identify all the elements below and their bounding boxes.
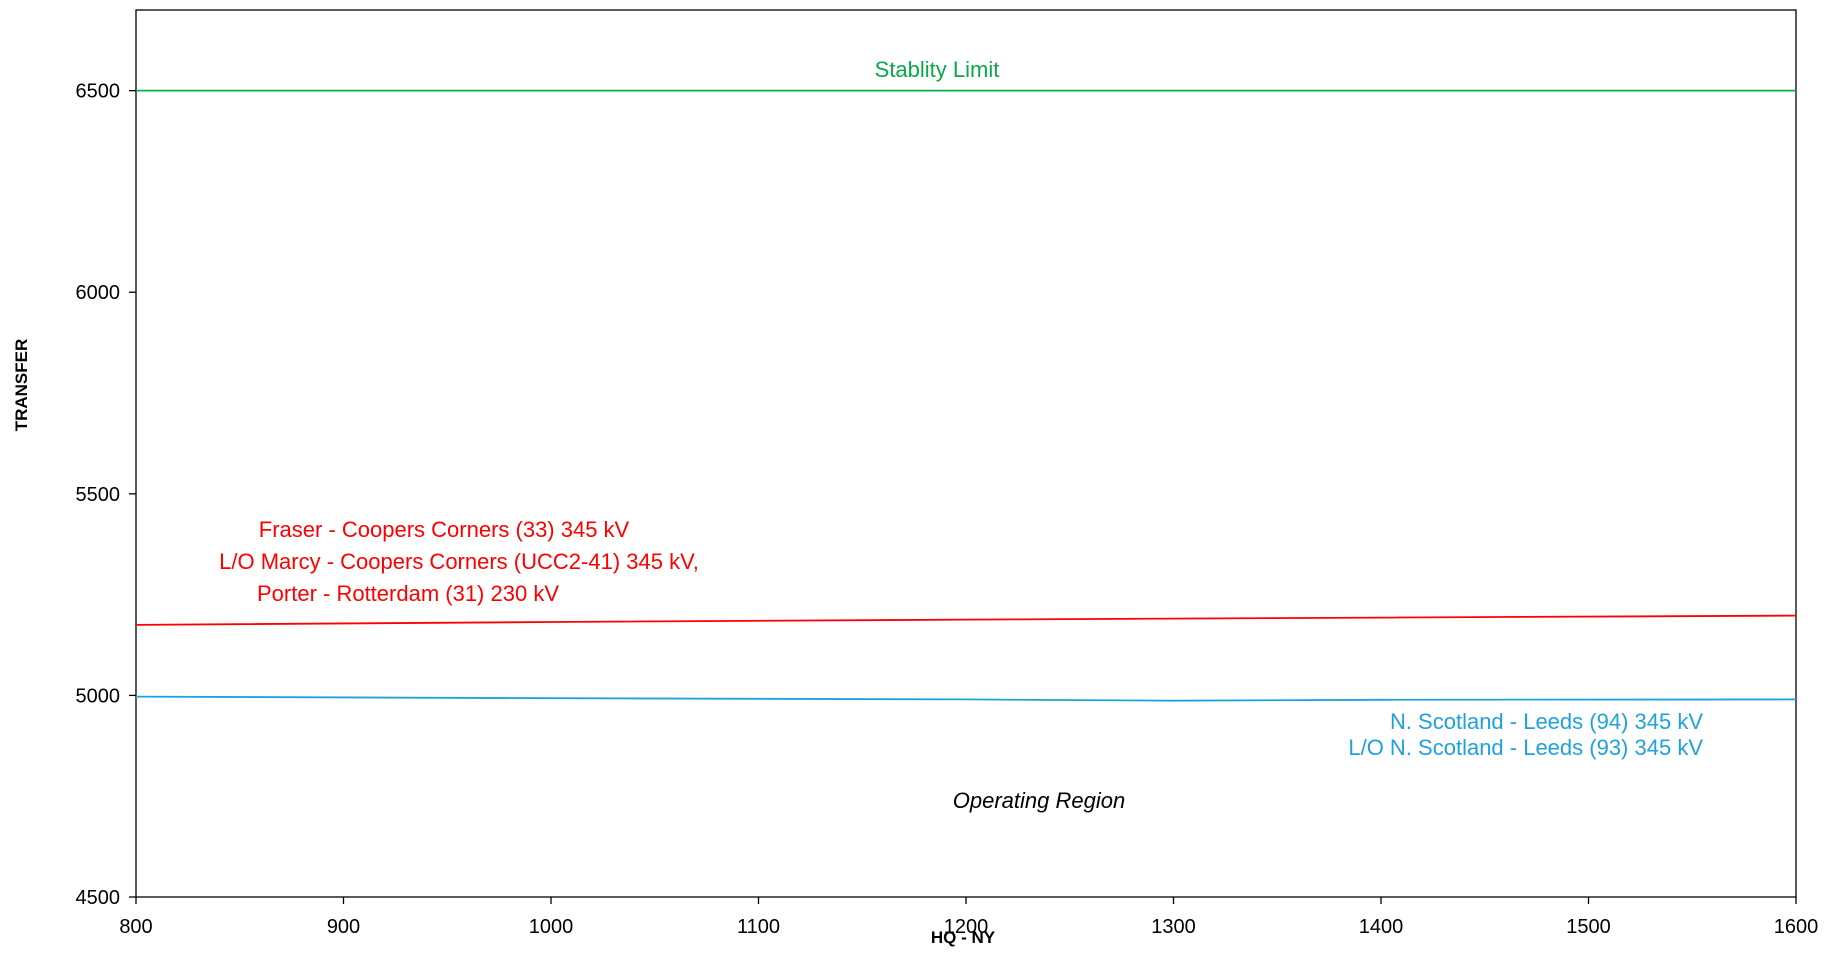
y-axis-title: TRANSFER [12, 339, 31, 432]
y-tick-label: 5500 [76, 484, 121, 506]
annotation-operating-region: Operating Region [953, 788, 1125, 813]
series-line-red [135, 614, 1797, 626]
series-group [135, 89, 1797, 702]
y-tick-label: 5000 [76, 685, 121, 707]
annotation-blue-line2: L/O N. Scotland - Leeds (93) 345 kV [1348, 735, 1703, 760]
x-tick-label: 1400 [1359, 916, 1404, 938]
y-tick-label: 4500 [76, 887, 121, 909]
x-tick-label: 1000 [529, 916, 574, 938]
x-tick-label: 1200 [944, 916, 989, 938]
annotation-red-line3: Porter - Rotterdam (31) 230 kV [257, 581, 559, 606]
x-tick-label: 1100 [737, 916, 780, 938]
y-tick-label: 6000 [76, 282, 121, 304]
series-line-blue [135, 695, 1797, 702]
x-tick-label: 1500 [1566, 916, 1611, 938]
annotation-stability-limit: Stablity Limit [875, 57, 1000, 82]
annotation-red-line1: Fraser - Coopers Corners (33) 345 kV [259, 517, 630, 542]
annotation-blue-line1: N. Scotland - Leeds (94) 345 kV [1390, 709, 1703, 734]
y-tick-label: 6500 [76, 81, 121, 103]
x-tick-label: 1600 [1774, 916, 1819, 938]
plot-frame [135, 9, 1797, 898]
x-tick-label: 900 [327, 916, 360, 938]
x-tick-label: 800 [119, 916, 152, 938]
axes [129, 9, 1797, 904]
x-tick-label: 1300 [1151, 916, 1196, 938]
tick-labels: 800 900 1000 1100 1200 1300 1400 1500 1600 4500 50… [76, 81, 1819, 938]
x-axis-title: HQ - NY [931, 928, 996, 947]
annotation-red-line2: L/O Marcy - Coopers Corners (UCC2-41) 34… [219, 549, 699, 574]
